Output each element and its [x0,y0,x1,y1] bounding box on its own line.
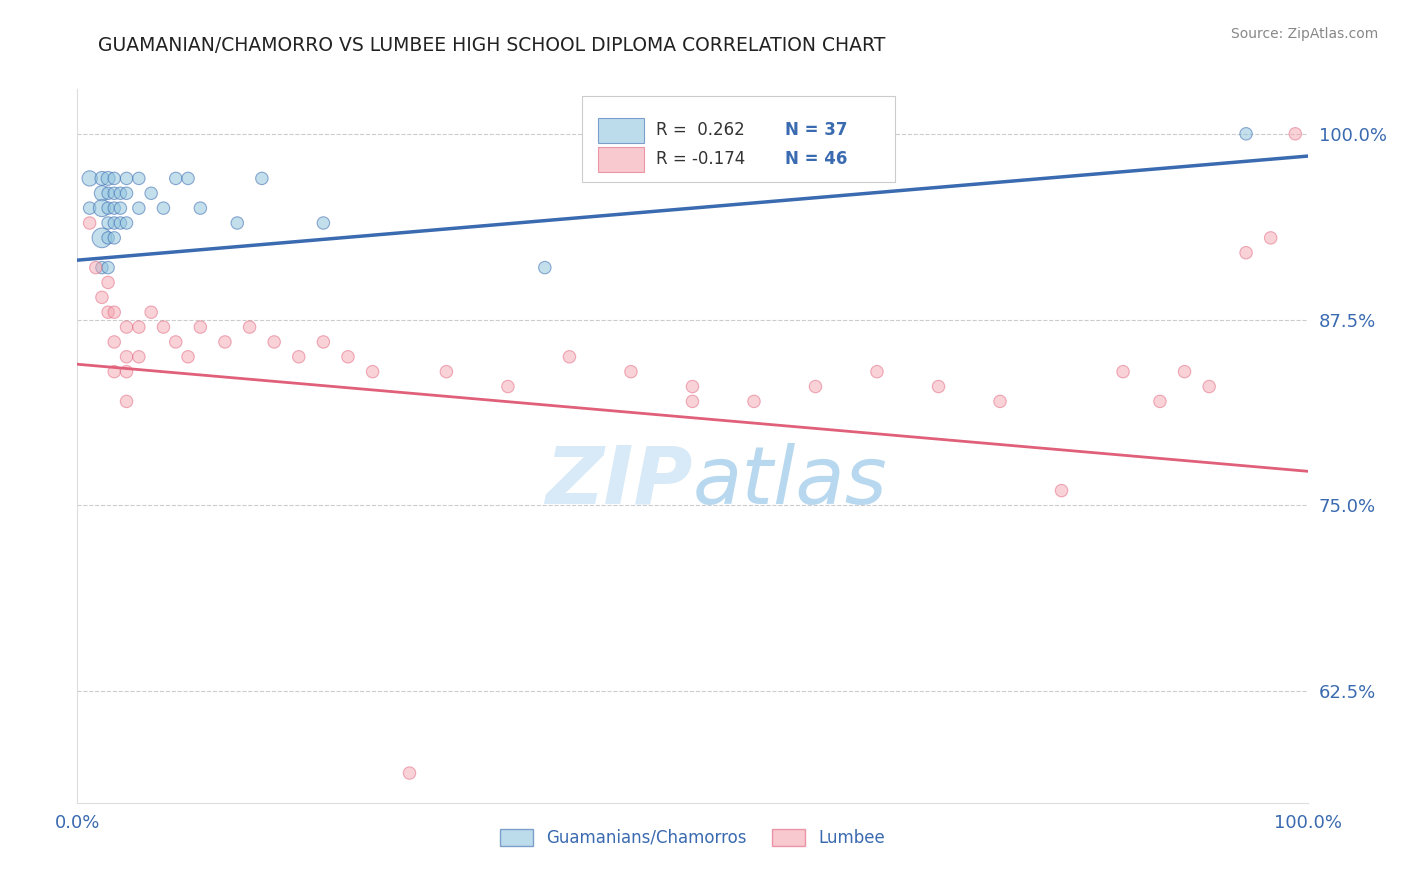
Point [250,171,273,186]
Point [103,186,125,201]
Point [79,201,101,215]
Point [1149,394,1171,409]
Point [1174,365,1197,379]
Point [1112,365,1135,379]
FancyBboxPatch shape [598,119,644,143]
Point [90,186,114,201]
Text: GUAMANIAN/CHAMORRO VS LUMBEE HIGH SCHOOL DIPLOMA CORRELATION CHART: GUAMANIAN/CHAMORRO VS LUMBEE HIGH SCHOOL… [98,36,886,54]
Point [742,394,765,409]
Point [115,171,138,186]
Point [97,260,120,275]
Point [804,379,827,393]
Text: R =  0.262: R = 0.262 [655,120,744,139]
Point [152,201,174,215]
Text: N = 46: N = 46 [785,150,846,168]
Point [337,350,360,364]
Point [165,334,187,349]
Point [115,186,138,201]
Text: atlas: atlas [693,442,887,521]
Point [110,216,132,230]
Point [1260,231,1282,245]
Point [1050,483,1073,498]
Text: ZIP: ZIP [546,442,693,521]
Point [97,171,120,186]
Point [141,305,163,319]
Point [115,350,138,364]
Point [79,171,101,186]
Point [152,320,174,334]
Point [97,186,120,201]
Point [103,365,125,379]
Point [496,379,519,393]
Point [263,334,285,349]
Point [928,379,950,393]
Point [239,320,262,334]
Text: Source: ZipAtlas.com: Source: ZipAtlas.com [1230,27,1378,41]
Point [988,394,1011,409]
Point [103,171,125,186]
Point [110,201,132,215]
Point [226,216,249,230]
Point [188,201,212,215]
Point [97,276,120,290]
Text: R = -0.174: R = -0.174 [655,150,745,168]
Point [103,216,125,230]
Point [866,365,889,379]
Point [1234,245,1257,260]
Point [79,216,101,230]
Point [90,260,114,275]
Point [128,171,150,186]
Point [97,201,120,215]
Point [84,260,107,275]
Point [1284,127,1306,141]
Point [90,290,114,304]
Point [558,350,581,364]
Point [141,186,163,201]
Point [97,216,120,230]
Point [97,305,120,319]
Legend: Guamanians/Chamorros, Lumbee: Guamanians/Chamorros, Lumbee [491,821,894,855]
Point [682,379,704,393]
Point [103,334,125,349]
Text: N = 37: N = 37 [785,120,848,139]
Point [103,201,125,215]
Point [188,320,212,334]
Point [361,365,384,379]
Point [214,334,236,349]
Point [165,171,187,186]
Point [115,320,138,334]
Point [128,320,150,334]
Point [115,394,138,409]
Point [103,305,125,319]
Point [436,365,458,379]
FancyBboxPatch shape [582,96,896,182]
Point [110,186,132,201]
Point [288,350,311,364]
Point [115,365,138,379]
Point [312,216,335,230]
Point [620,365,643,379]
Point [682,394,704,409]
FancyBboxPatch shape [598,147,644,171]
Point [90,231,114,245]
Point [534,260,557,275]
Point [90,201,114,215]
Point [312,334,335,349]
Point [177,171,200,186]
Point [128,350,150,364]
Point [128,201,150,215]
Point [103,231,125,245]
Point [1234,127,1257,141]
Point [90,171,114,186]
Point [398,766,420,780]
Point [115,216,138,230]
Point [97,231,120,245]
Point [804,156,827,170]
Point [1198,379,1220,393]
Point [177,350,200,364]
